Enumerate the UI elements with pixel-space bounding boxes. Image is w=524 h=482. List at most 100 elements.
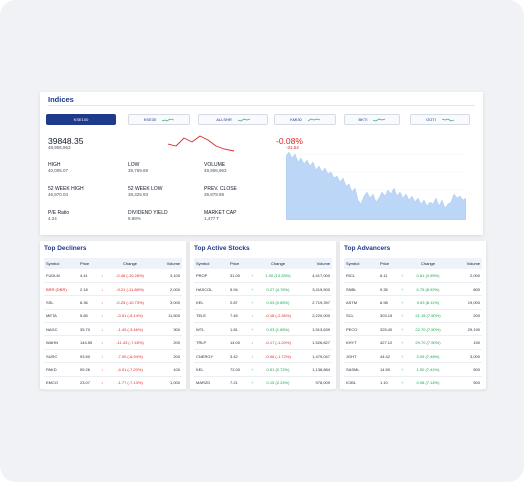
table-row[interactable]: PAKD 59.26 ↓ -4.01 (-7.20%) 100 [44,362,182,377]
table-row[interactable]: FUDLM 4.41 ↓ -0.48 (-10.28%) 3,100 [44,269,182,283]
table-row[interactable]: ASTM 6.98 ↑ 0.53 (8.11%) 19,000 [344,295,482,310]
cell-change: 3.09 (7.48%) [406,349,450,364]
table-row[interactable]: NAGC 35.70 ↓ -1.40 (-3.46%) 300 [44,322,182,337]
cell-symbol: ASTM [344,295,378,310]
arrow-up-icon: ↑ [248,269,256,283]
tab-kse30[interactable]: KSE30 [128,114,190,125]
table-row[interactable]: JGHT 44.42 ↑ 3.09 (7.48%) 3,000 [344,349,482,364]
indices-card: Indices KSE100 KSE30 ALLSHR KMI30 BKTI [40,92,483,235]
arrow-up-icon: ↑ [398,269,406,283]
col-volume: Volume [166,261,180,266]
cell-volume: 500 [450,376,482,391]
tab-ogti[interactable]: OGTI [410,114,470,125]
table-row[interactable]: SASML 14.50 ↑ 1.00 (7.41%) 500 [344,362,482,377]
table-row[interactable]: ICIBL 1.10 ↑ 0.08 (7.14%) 500 [344,376,482,391]
cell-price: 5.94 [228,282,248,297]
cell-change: 1.00 (13.33%) [256,269,300,283]
cell-volume: 11,500 [154,309,182,324]
cell-change: 0.03 (0.85%) [256,295,300,310]
table-row[interactable]: META 5.85 ↓ -0.51 (-8.14%) 11,500 [44,309,182,324]
card-title: Top Advancers [344,245,391,252]
cell-change: 0.27 (4.76%) [256,282,300,297]
table-row[interactable]: SNBL 9.35 ↑ 0.75 (8.92%) 800 [344,282,482,297]
cell-symbol: ICIBL [344,376,378,391]
indices-title: Indices [48,95,74,104]
cell-change: 22.70 (7.50%) [406,322,450,337]
cell-volume: 800 [450,282,482,297]
cell-price: 35.70 [78,322,98,337]
table-row[interactable]: RICL 6.11 ↑ 0.61 (4.95%) 2,000 [344,269,482,283]
cell-price: 1.10 [378,376,398,391]
table-row[interactable]: MARZD 7.21 ↑ 0.15 (2.24%) 978,009 [194,376,332,391]
stat-label: MARKET CAP [204,210,237,216]
sparkline-icon [441,118,454,121]
col-symbol: Symbol [46,261,60,266]
table-row[interactable]: TRLP 14.00 ↓ -0.17 (-1.20%) 1,526,827 [194,335,332,350]
table-row[interactable]: KEL 72.00 ↑ 0.51 (0.72%) 1,138,884 [194,362,332,377]
index-value: 39848.35 [48,136,84,146]
cell-price: 93.50 [78,349,98,364]
table-header-row: Symbol Price Change Volume [194,258,332,269]
cell-volume: 2,000 [450,269,482,283]
cell-price: 5.85 [78,309,98,324]
cell-symbol: FUDLM [44,269,78,283]
index-area-chart [286,151,466,220]
index-mini-chart [168,135,235,152]
table-row[interactable]: KEL 2.87 ↑ 0.03 (0.85%) 2,719,397 [194,295,332,310]
table-row[interactable]: EMCO 23.07 ↓ -1.77 (-7.13%) 1,000 [44,376,182,391]
tab-bkti[interactable]: BKTI [344,114,400,125]
cell-symbol: RICL [344,269,378,283]
table-row[interactable]: SURC 93.50 ↓ -7.00 (-6.94%) 200 [44,349,182,364]
table-row[interactable]: KHYT 427.12 ↑ 29.70 (7.50%) 150 [344,335,482,350]
arrow-down-icon: ↓ [98,349,106,364]
tab-allshr[interactable]: ALLSHR [198,114,268,125]
stat-prev-close: PREV. CLOSE 39,879.89 [204,186,237,198]
stat-label: PREV. CLOSE [204,186,237,192]
tab-label: OGTI [426,117,436,122]
table-row[interactable]: WAHN 144.55 ↓ -11.43 (-7.45%) 200 [44,335,182,350]
arrow-down-icon: ↓ [98,362,106,377]
table-row[interactable]: HASCOL 5.94 ↑ 0.27 (4.76%) 3,419,500 [194,282,332,297]
cell-volume: 1,479,047 [300,349,332,364]
cell-volume: 2,220,000 [300,309,332,324]
arrow-up-icon: ↑ [398,282,406,297]
col-price: Price [80,261,90,266]
cell-price: 7.45 [228,309,248,324]
table-row[interactable]: WTL 1.81 ↑ 0.03 (1.85%) 1,913,639 [194,322,332,337]
advancers-table: Symbol Price Change Volume RICL 6.11 ↑ 0.61… [344,258,482,391]
cell-volume: 2,719,397 [300,295,332,310]
arrow-down-icon: ↓ [248,309,256,324]
table-row[interactable]: BRR (DBR) 2.18 ↓ -0.21 (-11.88%) 2,000 [44,282,182,297]
cell-change: -0.17 (-1.20%) [256,335,300,350]
table-row[interactable]: SSL 6.36 ↓ -0.25 (-10.73%) 3,000 [44,295,182,310]
cell-change: 29.70 (7.50%) [406,335,450,350]
tab-kmi30[interactable]: KMI30 [274,114,336,125]
cell-symbol: SNBL [344,282,378,297]
cell-change: -7.00 (-6.94%) [106,349,154,364]
top-active-card: Top Active Stocks Symbol Price Change Vo… [190,241,336,391]
cell-volume: 19,000 [450,295,482,310]
arrow-down-icon: ↓ [98,335,106,350]
table-row[interactable]: PECO 325.40 ↑ 22.70 (7.50%) 29,190 [344,322,482,337]
table-row[interactable]: SCL 303.15 ↑ 21.15 (7.50%) 200 [344,309,482,324]
stat-value: 46,970.04 [48,192,69,197]
card-title: Top Decliners [44,245,87,252]
cell-change: 21.15 (7.50%) [406,309,450,324]
arrow-up-icon: ↑ [398,295,406,310]
cell-volume: 4,417,000 [300,269,332,283]
table-row[interactable]: PROP 31.00 ↑ 1.00 (13.33%) 4,417,000 [194,269,332,283]
cell-symbol: SSL [44,295,78,310]
cell-price: 14.00 [228,335,248,350]
stat-label: 52 WEEK LOW [128,186,163,192]
arrow-up-icon: ↑ [398,376,406,391]
cell-symbol: PROP [194,269,228,283]
tab-kse100[interactable]: KSE100 [46,114,116,125]
table-row[interactable]: CNERGY 3.42 ↓ -0.06 (-1.72%) 1,479,047 [194,349,332,364]
stat-value: 38,325.93 [128,192,149,197]
table-row[interactable]: TELE 7.45 ↓ -0.18 (-2.36%) 2,220,000 [194,309,332,324]
cell-volume: 29,190 [450,322,482,337]
arrow-down-icon: ↓ [98,322,106,337]
arrow-down-icon: ↓ [98,376,106,391]
divider [48,105,475,106]
index-tabs: KSE100 KSE30 ALLSHR KMI30 BKTI OGTI [46,114,476,126]
